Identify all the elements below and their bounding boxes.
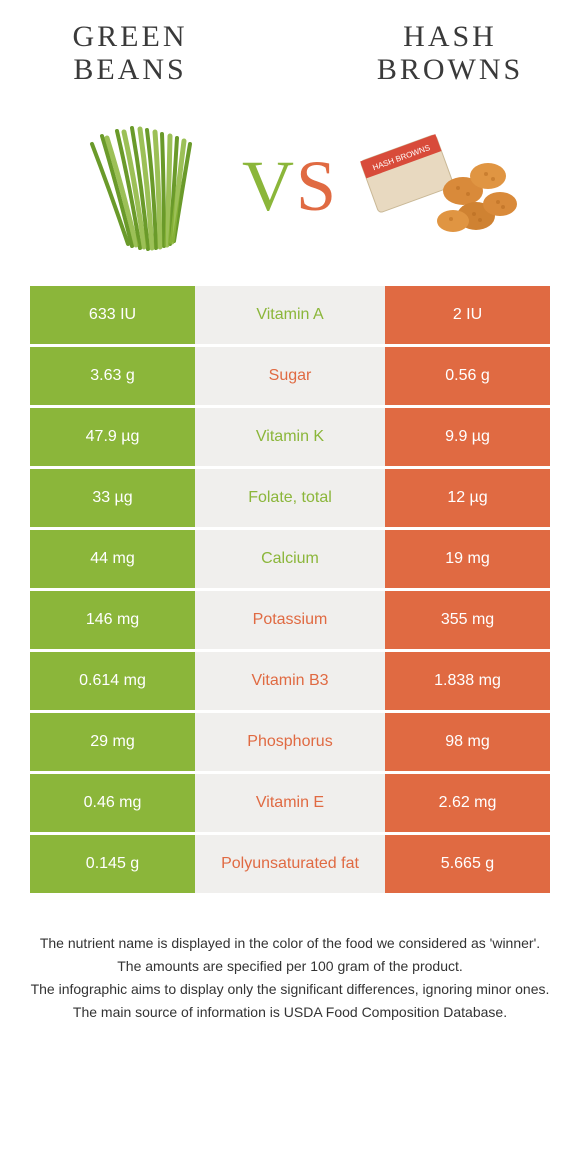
cell-left-value: 0.145 g <box>30 835 195 893</box>
food-left-title: Green beans <box>30 20 230 86</box>
footer-line: The main source of information is USDA F… <box>30 1002 550 1023</box>
cell-nutrient-label: Phosphorus <box>195 713 385 771</box>
cell-left-value: 33 µg <box>30 469 195 527</box>
cell-left-value: 146 mg <box>30 591 195 649</box>
cell-nutrient-label: Folate, total <box>195 469 385 527</box>
cell-nutrient-label: Vitamin A <box>195 286 385 344</box>
table-row: 0.145 gPolyunsaturated fat5.665 g <box>30 835 550 893</box>
cell-nutrient-label: Sugar <box>195 347 385 405</box>
table-row: 0.614 mgVitamin B31.838 mg <box>30 652 550 710</box>
infographic-container: Green beans Hash browns <box>0 0 580 1065</box>
cell-left-value: 0.46 mg <box>30 774 195 832</box>
cell-left-value: 29 mg <box>30 713 195 771</box>
table-row: 33 µgFolate, total12 µg <box>30 469 550 527</box>
table-row: 29 mgPhosphorus98 mg <box>30 713 550 771</box>
footer-line: The amounts are specified per 100 gram o… <box>30 956 550 977</box>
header-row: Green beans Hash browns <box>30 20 550 86</box>
table-row: 44 mgCalcium19 mg <box>30 530 550 588</box>
cell-nutrient-label: Potassium <box>195 591 385 649</box>
cell-nutrient-label: Calcium <box>195 530 385 588</box>
cell-left-value: 3.63 g <box>30 347 195 405</box>
footer-notes: The nutrient name is displayed in the co… <box>30 933 550 1023</box>
cell-right-value: 2.62 mg <box>385 774 550 832</box>
vs-label: VS <box>242 145 338 228</box>
hash-browns-icon: HASH BROWNS <box>358 116 518 256</box>
cell-right-value: 0.56 g <box>385 347 550 405</box>
footer-line: The nutrient name is displayed in the co… <box>30 933 550 954</box>
cell-right-value: 9.9 µg <box>385 408 550 466</box>
cell-right-value: 19 mg <box>385 530 550 588</box>
cell-right-value: 12 µg <box>385 469 550 527</box>
cell-nutrient-label: Polyunsaturated fat <box>195 835 385 893</box>
table-row: 3.63 gSugar0.56 g <box>30 347 550 405</box>
vs-s: S <box>296 146 338 226</box>
food-right-title: Hash browns <box>350 20 550 86</box>
cell-right-value: 1.838 mg <box>385 652 550 710</box>
green-beans-icon <box>62 116 222 256</box>
cell-right-value: 2 IU <box>385 286 550 344</box>
vs-v: V <box>242 146 296 226</box>
cell-right-value: 355 mg <box>385 591 550 649</box>
table-row: 0.46 mgVitamin E2.62 mg <box>30 774 550 832</box>
cell-nutrient-label: Vitamin E <box>195 774 385 832</box>
cell-right-value: 5.665 g <box>385 835 550 893</box>
cell-left-value: 633 IU <box>30 286 195 344</box>
nutrient-table: 633 IUVitamin A2 IU3.63 gSugar0.56 g47.9… <box>30 286 550 893</box>
cell-left-value: 44 mg <box>30 530 195 588</box>
cell-nutrient-label: Vitamin K <box>195 408 385 466</box>
table-row: 146 mgPotassium355 mg <box>30 591 550 649</box>
vs-row: VS HASH BROWNS <box>30 116 550 256</box>
footer-line: The infographic aims to display only the… <box>30 979 550 1000</box>
cell-nutrient-label: Vitamin B3 <box>195 652 385 710</box>
table-row: 633 IUVitamin A2 IU <box>30 286 550 344</box>
cell-left-value: 0.614 mg <box>30 652 195 710</box>
cell-left-value: 47.9 µg <box>30 408 195 466</box>
cell-right-value: 98 mg <box>385 713 550 771</box>
table-row: 47.9 µgVitamin K9.9 µg <box>30 408 550 466</box>
